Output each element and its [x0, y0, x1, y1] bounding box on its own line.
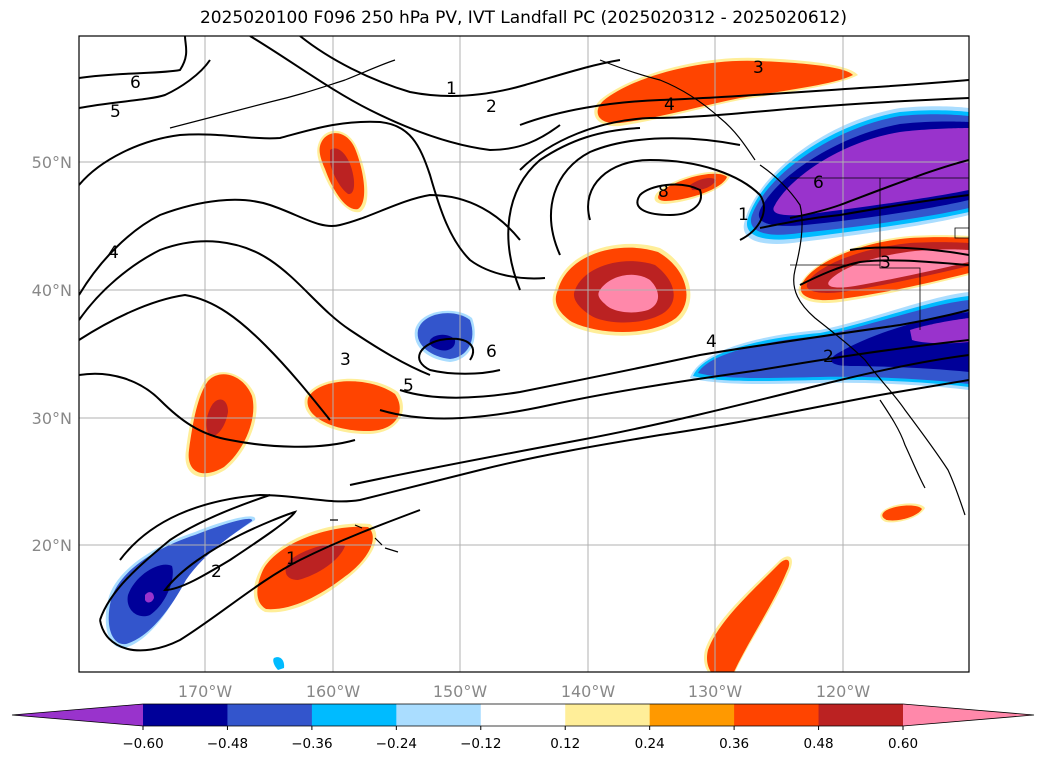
- coastlines: [169, 59, 966, 553]
- contour-label: 1: [286, 549, 297, 569]
- colorbar-swatch: [227, 704, 313, 726]
- lon-label-140w: 140°W: [561, 682, 616, 701]
- anomaly-negative-pacific-nw: [743, 106, 969, 244]
- contour-label: 2: [486, 97, 497, 117]
- anomaly-positive-gulf-alaska: [594, 57, 858, 127]
- anomaly-positive-southern-streak: [704, 556, 792, 672]
- anomaly-negative-southern-band: [690, 292, 969, 390]
- colorbar-tick-label: −0.24: [376, 736, 417, 752]
- colorbar-tick-label: 0.60: [888, 736, 918, 752]
- colorbar-tick-label: 0.48: [804, 736, 834, 752]
- anomaly-positive-northwest: [317, 130, 368, 213]
- map-title: 2025020100 F096 250 hPa PV, IVT Landfall…: [199, 8, 847, 28]
- colorbar-tick-label: −0.48: [207, 736, 248, 752]
- contour-label: 6: [486, 342, 497, 362]
- state-borders: [790, 177, 969, 330]
- colorbar-tick-label: 0.24: [635, 736, 665, 752]
- colorbar-swatch: [396, 704, 482, 726]
- colorbar-swatch: [311, 704, 397, 726]
- longitude-axis: 170°W 160°W 150°W 140°W 130°W 120°W: [178, 682, 871, 701]
- lat-label-20: 20°N: [32, 536, 72, 555]
- colorbar-swatch: [143, 704, 228, 726]
- colorbar-swatch: [480, 704, 566, 726]
- lat-label-40: 40°N: [32, 281, 72, 300]
- lon-label-160w: 160°W: [306, 682, 361, 701]
- contours: [79, 36, 969, 652]
- anomaly-positive-subtropical: [304, 378, 403, 435]
- colorbar-tick-label: −0.12: [460, 736, 501, 752]
- anomaly-positive-baja: [880, 503, 925, 523]
- contour-label: 6: [130, 73, 141, 93]
- contour-label: 2: [823, 347, 834, 367]
- contour-labels: 6 5 4 1 2 3 4 8 1 6 3 6 3 5 4 2 2 1 3: [108, 58, 891, 582]
- colorbar-swatch: [649, 704, 735, 726]
- contour-label: 1: [446, 79, 457, 99]
- contour-label: 5: [110, 102, 121, 122]
- colorbar-extend-high: [903, 704, 1034, 726]
- colorbar-tick-label: 0.12: [550, 736, 580, 752]
- map-border: [78, 35, 970, 673]
- contour-label: 8: [658, 182, 669, 202]
- contour-label: 4: [664, 95, 675, 115]
- contour-label: 5: [403, 376, 414, 396]
- contour-label: 6: [813, 173, 824, 193]
- colorbar-swatch: [565, 704, 651, 726]
- contour-label: 3: [753, 58, 764, 78]
- contour-label: 3: [340, 350, 351, 370]
- anomaly-negative-tiny: [273, 657, 285, 670]
- colorbar-swatch: [818, 704, 904, 726]
- contour-label: 4: [706, 332, 717, 352]
- contour-label: 3: [880, 253, 891, 273]
- anomaly-negative-southwest: [105, 516, 256, 649]
- colorbar: −0.60 −0.48 −0.36 −0.24 −0.12 0.12 0.24 0.36 0.4…: [11, 703, 1035, 752]
- anomaly-positive-hawaii: [253, 523, 377, 613]
- colorbar-swatch: [734, 704, 820, 726]
- lat-label-30: 30°N: [32, 409, 72, 428]
- lon-label-130w: 130°W: [688, 682, 743, 701]
- contour-label: 4: [108, 243, 119, 263]
- lon-label-150w: 150°W: [433, 682, 488, 701]
- colorbar-tick-label: −0.36: [291, 736, 332, 752]
- latitude-axis: 50°N 40°N 30°N 20°N: [32, 153, 72, 555]
- colorbar-tick-label: −0.60: [122, 736, 163, 752]
- gridlines: [79, 36, 969, 672]
- lon-label-120w: 120°W: [816, 682, 871, 701]
- map-content: 6 5 4 1 2 3 4 8 1 6 3 6 3 5 4 2 2 1 3: [79, 36, 969, 672]
- colorbar-extend-low: [12, 704, 143, 726]
- lat-label-50: 50°N: [32, 153, 72, 172]
- lon-label-170w: 170°W: [178, 682, 233, 701]
- contour-label: 1: [738, 205, 749, 225]
- contour-label: 2: [211, 562, 222, 582]
- colorbar-tick-label: 0.36: [719, 736, 749, 752]
